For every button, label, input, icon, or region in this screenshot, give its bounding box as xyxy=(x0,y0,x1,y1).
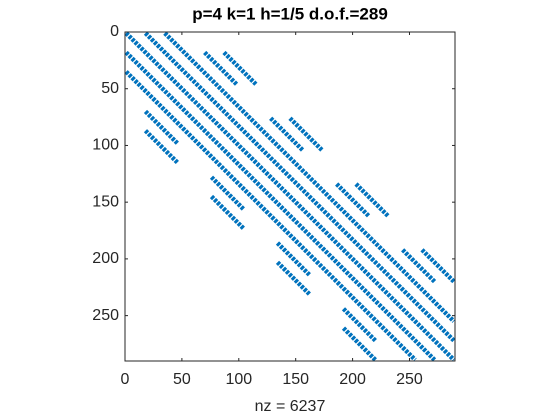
nonzero-band xyxy=(354,182,390,218)
y-tick-label: 100 xyxy=(92,137,119,154)
x-tick-label: 50 xyxy=(173,371,191,388)
nonzero-band xyxy=(163,31,456,323)
nonzero-band xyxy=(288,116,324,152)
nonzero-band xyxy=(341,307,377,343)
nonzero-band xyxy=(275,260,311,296)
nonzero-band xyxy=(209,175,245,211)
y-tick-label: 50 xyxy=(101,80,119,97)
nonzero-band xyxy=(420,248,456,284)
y-tick-label: 0 xyxy=(110,23,119,40)
y-tick-label: 250 xyxy=(92,307,119,324)
nonzero-band xyxy=(275,241,311,277)
nonzero-band xyxy=(143,129,179,165)
nonzero-band xyxy=(222,50,258,86)
x-tick-label: 100 xyxy=(225,371,252,388)
x-tick-label: 250 xyxy=(396,371,423,388)
nonzero-band xyxy=(203,50,239,86)
x-tick-label: 150 xyxy=(282,371,309,388)
y-tick-label: 200 xyxy=(92,250,119,267)
nonzero-band xyxy=(124,50,437,362)
x-tick-label: 0 xyxy=(121,371,130,388)
nonzero-band xyxy=(335,182,371,218)
nonzero-band xyxy=(143,31,456,343)
nonzero-band xyxy=(143,109,179,145)
nonzero-band xyxy=(124,70,417,362)
nonzero-band xyxy=(124,31,456,362)
plot-frame xyxy=(124,31,456,362)
nonzero-band xyxy=(401,248,437,284)
nonzero-band xyxy=(209,194,245,230)
chart-title: p=4 k=1 h=1/5 d.o.f.=289 xyxy=(192,4,388,23)
y-tick-label: 150 xyxy=(92,193,119,210)
x-axis-label: nz = 6237 xyxy=(255,398,326,415)
nonzero-band xyxy=(341,326,377,362)
x-tick-label: 200 xyxy=(339,371,366,388)
nonzero-band xyxy=(269,116,305,152)
